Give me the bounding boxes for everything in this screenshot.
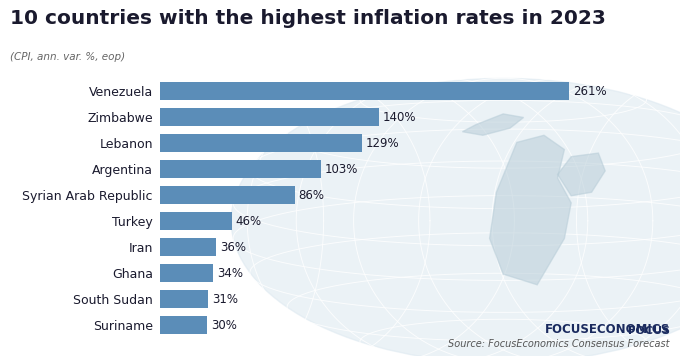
- Text: 30%: 30%: [211, 319, 237, 332]
- Bar: [160, 316, 207, 334]
- Bar: [160, 212, 232, 230]
- Bar: [160, 264, 213, 282]
- Text: Source: FocusEconomics Consensus Forecast: Source: FocusEconomics Consensus Forecas…: [448, 339, 670, 349]
- Text: 129%: 129%: [366, 137, 400, 150]
- Circle shape: [231, 78, 680, 356]
- Bar: [160, 160, 321, 178]
- Polygon shape: [490, 135, 571, 285]
- Text: FOCUSECONOMICS: FOCUSECONOMICS: [545, 323, 670, 336]
- Bar: [160, 134, 362, 152]
- Polygon shape: [558, 153, 605, 196]
- Text: (CPI, ann. var. %, eop): (CPI, ann. var. %, eop): [10, 52, 125, 62]
- Bar: [160, 238, 216, 256]
- Text: 10 countries with the highest inflation rates in 2023: 10 countries with the highest inflation …: [10, 9, 606, 28]
- Text: 31%: 31%: [212, 293, 238, 306]
- Text: 140%: 140%: [383, 111, 417, 124]
- Text: 103%: 103%: [325, 163, 358, 176]
- Bar: [160, 186, 294, 204]
- Text: 34%: 34%: [217, 267, 243, 280]
- Text: 86%: 86%: [299, 189, 324, 202]
- Text: 36%: 36%: [220, 241, 246, 254]
- Bar: [160, 108, 379, 126]
- Bar: [160, 290, 208, 308]
- Text: 261%: 261%: [573, 85, 607, 98]
- Polygon shape: [462, 114, 524, 135]
- Text: 46%: 46%: [236, 215, 262, 228]
- Text: FOCUS: FOCUS: [628, 326, 670, 336]
- Bar: [160, 82, 569, 100]
